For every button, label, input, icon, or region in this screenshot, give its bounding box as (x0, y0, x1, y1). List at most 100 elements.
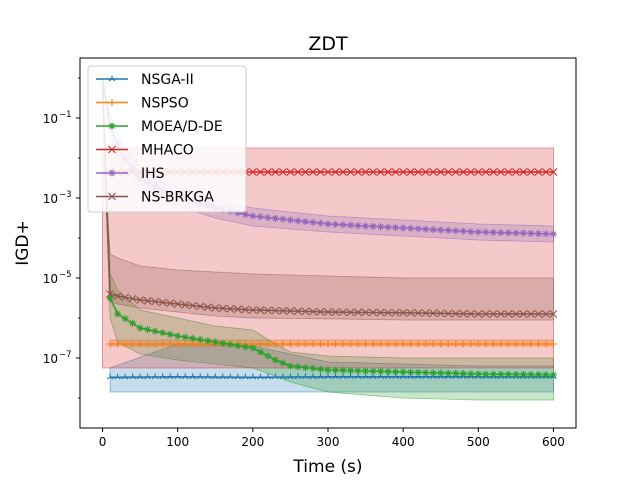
legend: NSGA-II NSPSO MOEA/D-DE MHACO IHS NS-BRKGA (87, 65, 247, 213)
moea-d-de-marker (339, 366, 347, 374)
mhaco-marker (369, 168, 377, 176)
ns-brkga-marker (218, 304, 227, 313)
moea-d-de-marker (256, 348, 264, 356)
mhaco-marker (414, 168, 423, 176)
nspso-marker (271, 340, 279, 348)
ns-brkga-marker (414, 309, 423, 317)
nsga-ii-marker (317, 373, 324, 380)
nspso-marker (519, 340, 527, 348)
nspso-marker (181, 340, 189, 348)
nspso-marker (414, 340, 422, 348)
nspso-marker (399, 340, 407, 348)
ns-brkga-marker (188, 301, 197, 310)
moea-d-de-marker (489, 370, 497, 378)
moea-d-de-marker (264, 352, 272, 360)
ns-brkga-line (101, 77, 554, 315)
y-axis-ticks: 10−710−510−310−1 (43, 77, 80, 399)
mhaco-marker (436, 168, 445, 176)
ihs-marker (264, 214, 272, 222)
nspso-marker (392, 340, 400, 348)
nspso-marker (489, 340, 497, 348)
x-tick-label: 300 (317, 435, 340, 449)
ihs-marker (241, 210, 249, 218)
ns-brkga-marker (519, 310, 528, 318)
nspso-marker (542, 340, 550, 348)
nspso-marker (362, 340, 370, 348)
ihs-marker (482, 228, 490, 236)
nspso-marker (144, 340, 152, 348)
nsga-ii-marker (196, 373, 204, 380)
ns-brkga-marker (527, 310, 535, 318)
legend-moea-d-de-marker (108, 122, 116, 130)
moea-d-de-marker (527, 371, 535, 379)
moea-d-de-marker (174, 332, 182, 340)
ihs-marker (422, 225, 430, 233)
mhaco-marker (527, 168, 535, 176)
ihs-marker (316, 219, 324, 227)
mhaco-marker (489, 168, 498, 176)
nsga-ii-marker (181, 373, 189, 380)
ihs-marker (519, 229, 527, 237)
mhaco-marker (361, 168, 370, 176)
ns-brkga-marker (106, 290, 114, 298)
ihs-marker (294, 217, 302, 225)
nsga-ii-marker (234, 373, 242, 380)
moea-d-de-marker (241, 343, 249, 351)
moea-d-de-marker (474, 370, 482, 378)
ns-brkga-marker (534, 310, 543, 318)
ns-brkga-marker (128, 294, 137, 303)
y-tick-exponent: −3 (59, 190, 72, 200)
ns-brkga-marker (496, 310, 505, 318)
nsga-ii-marker (114, 373, 121, 380)
ns-brkga-marker (113, 292, 122, 300)
mhaco-marker (406, 168, 415, 176)
ns-brkga-marker (316, 307, 325, 316)
nspso-marker (316, 340, 324, 348)
moea-d-de-marker (482, 370, 490, 378)
moea-d-de-marker (136, 324, 144, 332)
legend-ihs-label: IHS (141, 166, 165, 182)
ihs-marker (497, 229, 505, 237)
ns-brkga-marker (504, 310, 513, 318)
ihs-marker (377, 223, 385, 231)
legend-moea-d-de-label: MOEA/D-DE (141, 119, 223, 135)
nspso-marker (166, 340, 174, 348)
nspso-marker (407, 340, 415, 348)
nsga-ii-marker (272, 373, 279, 380)
mhaco-marker (324, 168, 332, 176)
nsga-ii-marker (174, 373, 182, 380)
nsga-ii-marker (151, 373, 159, 380)
mhaco-marker (354, 168, 362, 176)
x-tick-label: 100 (166, 435, 189, 449)
ihs-marker (256, 213, 264, 221)
ihs-marker (429, 226, 437, 234)
moea-d-de-marker (181, 333, 189, 341)
ns-brkga-marker (346, 308, 355, 317)
ns-brkga-marker (271, 306, 280, 315)
ihs-marker (324, 220, 332, 228)
ns-brkga-marker (324, 308, 332, 316)
mhaco-marker (451, 168, 460, 176)
x-tick-label: 400 (392, 435, 415, 449)
legend-nspso-marker (108, 99, 116, 106)
ns-brkga-marker (286, 307, 295, 315)
mhaco-marker (496, 168, 505, 176)
ns-brkga-marker (158, 298, 167, 307)
y-tick-exponent: −5 (59, 270, 72, 280)
x-axis-ticks: 0 100 200 300 400 500 600 (99, 428, 565, 449)
moea-d-de-marker (422, 369, 430, 377)
ns-brkga-marker (511, 310, 520, 318)
ns-brkga-marker (279, 306, 287, 315)
moea-d-de-marker (414, 368, 422, 376)
moea-d-de-marker (437, 369, 445, 377)
ns-brkga-marker (481, 310, 490, 318)
ns-brkga-marker (549, 310, 558, 318)
moea-d-de-band (102, 73, 554, 401)
mhaco-marker (481, 168, 490, 176)
nspso-marker (301, 340, 309, 348)
ns-brkga-marker (226, 304, 235, 313)
ns-brkga-marker (376, 308, 385, 317)
legend-nspso-label: NSPSO (141, 96, 189, 112)
legend-nsga-ii-marker (108, 75, 116, 82)
y-tick-label: 10 (43, 272, 58, 286)
